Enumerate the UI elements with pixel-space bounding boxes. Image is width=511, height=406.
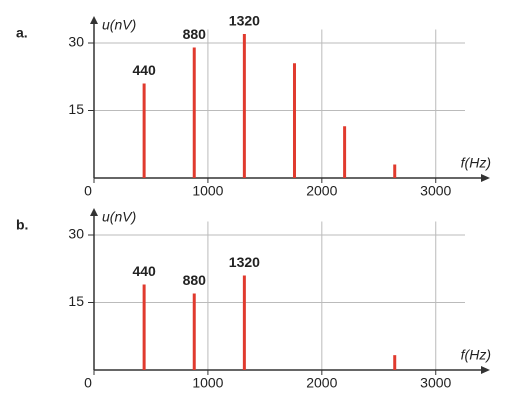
x-axis-arrow: [481, 174, 490, 182]
bar-label: 440: [132, 62, 156, 78]
bar-label: 1320: [229, 13, 260, 29]
x-tick-label: 2000: [306, 183, 337, 199]
x-axis-label: f(Hz): [461, 155, 491, 171]
y-axis-label: u(nV): [102, 209, 136, 225]
x-axis-arrow: [481, 366, 490, 374]
y-tick-label: 30: [68, 226, 84, 242]
bar-label: 880: [183, 272, 207, 288]
x-tick-label: 1000: [192, 375, 223, 391]
y-axis-arrow: [90, 208, 98, 216]
x-tick-label: 3000: [420, 183, 451, 199]
bar-label: 1320: [229, 254, 260, 270]
y-axis-label: u(nV): [102, 17, 136, 33]
bar-label: 440: [132, 263, 156, 279]
x-axis-label: f(Hz): [461, 347, 491, 363]
panel-label: b.: [16, 217, 28, 233]
y-tick-label: 15: [68, 293, 84, 309]
bar-label: 880: [183, 26, 207, 42]
y-axis-arrow: [90, 16, 98, 24]
panel-label: a.: [16, 25, 28, 41]
x-tick-label: 3000: [420, 375, 451, 391]
x-tick-label: 0: [84, 375, 92, 391]
x-tick-label: 1000: [192, 183, 223, 199]
x-tick-label: 2000: [306, 375, 337, 391]
x-tick-label: 0: [84, 183, 92, 199]
y-tick-label: 15: [68, 101, 84, 117]
y-tick-label: 30: [68, 34, 84, 50]
